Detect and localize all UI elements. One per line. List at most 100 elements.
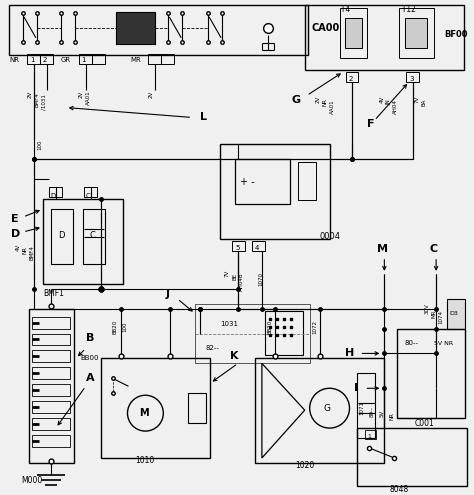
Bar xyxy=(43,199,122,284)
Text: BMF4: BMF4 xyxy=(30,246,35,260)
Bar xyxy=(265,311,303,355)
Bar xyxy=(32,317,70,329)
Text: 4V: 4V xyxy=(16,243,21,250)
Text: D: D xyxy=(11,229,20,239)
Bar xyxy=(27,54,40,64)
Text: C: C xyxy=(429,244,438,254)
Bar xyxy=(51,209,73,264)
Text: 2V: 2V xyxy=(316,96,320,103)
Text: D3: D3 xyxy=(449,311,458,316)
Bar xyxy=(188,393,206,423)
Bar xyxy=(232,241,245,251)
Text: K: K xyxy=(230,351,238,361)
Bar xyxy=(305,5,464,70)
Text: AH04B: AH04B xyxy=(239,273,244,291)
Bar xyxy=(32,367,70,379)
Text: 1070: 1070 xyxy=(258,272,263,286)
Text: D: D xyxy=(58,232,64,241)
Bar xyxy=(346,72,358,82)
Text: /1031: /1031 xyxy=(42,95,47,110)
Text: BB20: BB20 xyxy=(268,319,273,334)
Text: F4: F4 xyxy=(342,5,351,14)
Text: NR: NR xyxy=(23,246,28,254)
Text: M000: M000 xyxy=(21,476,42,486)
Text: 4V: 4V xyxy=(379,96,384,103)
Bar xyxy=(32,435,70,447)
Text: 4: 4 xyxy=(255,245,259,251)
Text: NR: NR xyxy=(323,99,328,106)
Bar xyxy=(32,418,70,430)
Bar xyxy=(82,209,105,264)
Text: MR: MR xyxy=(130,57,141,63)
Text: I: I xyxy=(355,383,358,393)
Text: 100: 100 xyxy=(122,321,128,332)
Text: 30V: 30V xyxy=(424,303,429,314)
Text: 100: 100 xyxy=(37,139,42,149)
Text: E: E xyxy=(11,214,18,224)
Text: + -: + - xyxy=(240,177,255,187)
Text: 5V NR: 5V NR xyxy=(434,341,453,346)
Bar xyxy=(116,12,155,44)
Text: 80--: 80-- xyxy=(404,341,418,346)
Text: AA01: AA01 xyxy=(329,99,335,114)
Text: 1: 1 xyxy=(367,434,371,439)
Text: 2V: 2V xyxy=(148,91,154,98)
Text: 8048: 8048 xyxy=(389,485,409,495)
Text: B: B xyxy=(86,334,94,344)
Bar xyxy=(29,308,74,463)
Bar xyxy=(235,159,290,204)
Bar xyxy=(84,187,97,197)
Bar xyxy=(91,54,105,64)
Text: C: C xyxy=(90,232,96,241)
Bar xyxy=(397,329,465,418)
Text: 5V: 5V xyxy=(379,409,384,417)
Text: 1074: 1074 xyxy=(438,309,443,324)
Text: BE: BE xyxy=(232,273,237,280)
Text: 1020: 1020 xyxy=(295,461,314,470)
Text: 7V: 7V xyxy=(414,96,419,103)
Text: 7V: 7V xyxy=(225,270,230,277)
Text: CA00: CA00 xyxy=(312,23,340,33)
Text: D: D xyxy=(51,193,56,199)
Bar xyxy=(195,303,310,363)
Text: 1: 1 xyxy=(30,57,35,63)
Text: BB00: BB00 xyxy=(81,355,99,361)
Text: C001: C001 xyxy=(414,419,434,428)
Bar xyxy=(9,5,308,55)
Text: 0004: 0004 xyxy=(319,233,341,242)
Text: 2V: 2V xyxy=(28,91,33,98)
Text: GR: GR xyxy=(61,57,71,63)
Bar xyxy=(252,241,265,251)
Text: 1031: 1031 xyxy=(220,321,238,327)
Text: BB20: BB20 xyxy=(112,319,118,334)
Bar xyxy=(32,334,70,346)
Bar xyxy=(339,8,367,58)
Text: M: M xyxy=(139,408,149,418)
Bar xyxy=(148,54,161,64)
Bar xyxy=(399,8,434,58)
Text: C: C xyxy=(86,193,91,199)
Text: 2: 2 xyxy=(43,57,47,63)
Bar xyxy=(40,54,53,64)
Text: 2V: 2V xyxy=(79,91,84,98)
Text: BMF4: BMF4 xyxy=(35,92,40,107)
Bar xyxy=(406,72,419,82)
Text: H: H xyxy=(345,348,354,358)
Text: BA: BA xyxy=(421,99,426,106)
Bar xyxy=(405,18,427,48)
Text: 3: 3 xyxy=(409,76,414,82)
Text: AH04: AH04 xyxy=(393,99,398,114)
Bar xyxy=(220,145,329,239)
Bar xyxy=(357,428,467,486)
Bar xyxy=(32,350,70,362)
Text: M: M xyxy=(377,244,388,254)
Text: J: J xyxy=(165,289,169,298)
Text: G: G xyxy=(292,95,301,104)
Text: F: F xyxy=(367,119,375,130)
Bar xyxy=(365,430,376,439)
Text: 1071: 1071 xyxy=(359,401,365,415)
Bar xyxy=(79,54,91,64)
Text: 5: 5 xyxy=(235,245,239,251)
Bar xyxy=(100,358,210,458)
Text: JN: JN xyxy=(386,99,392,105)
